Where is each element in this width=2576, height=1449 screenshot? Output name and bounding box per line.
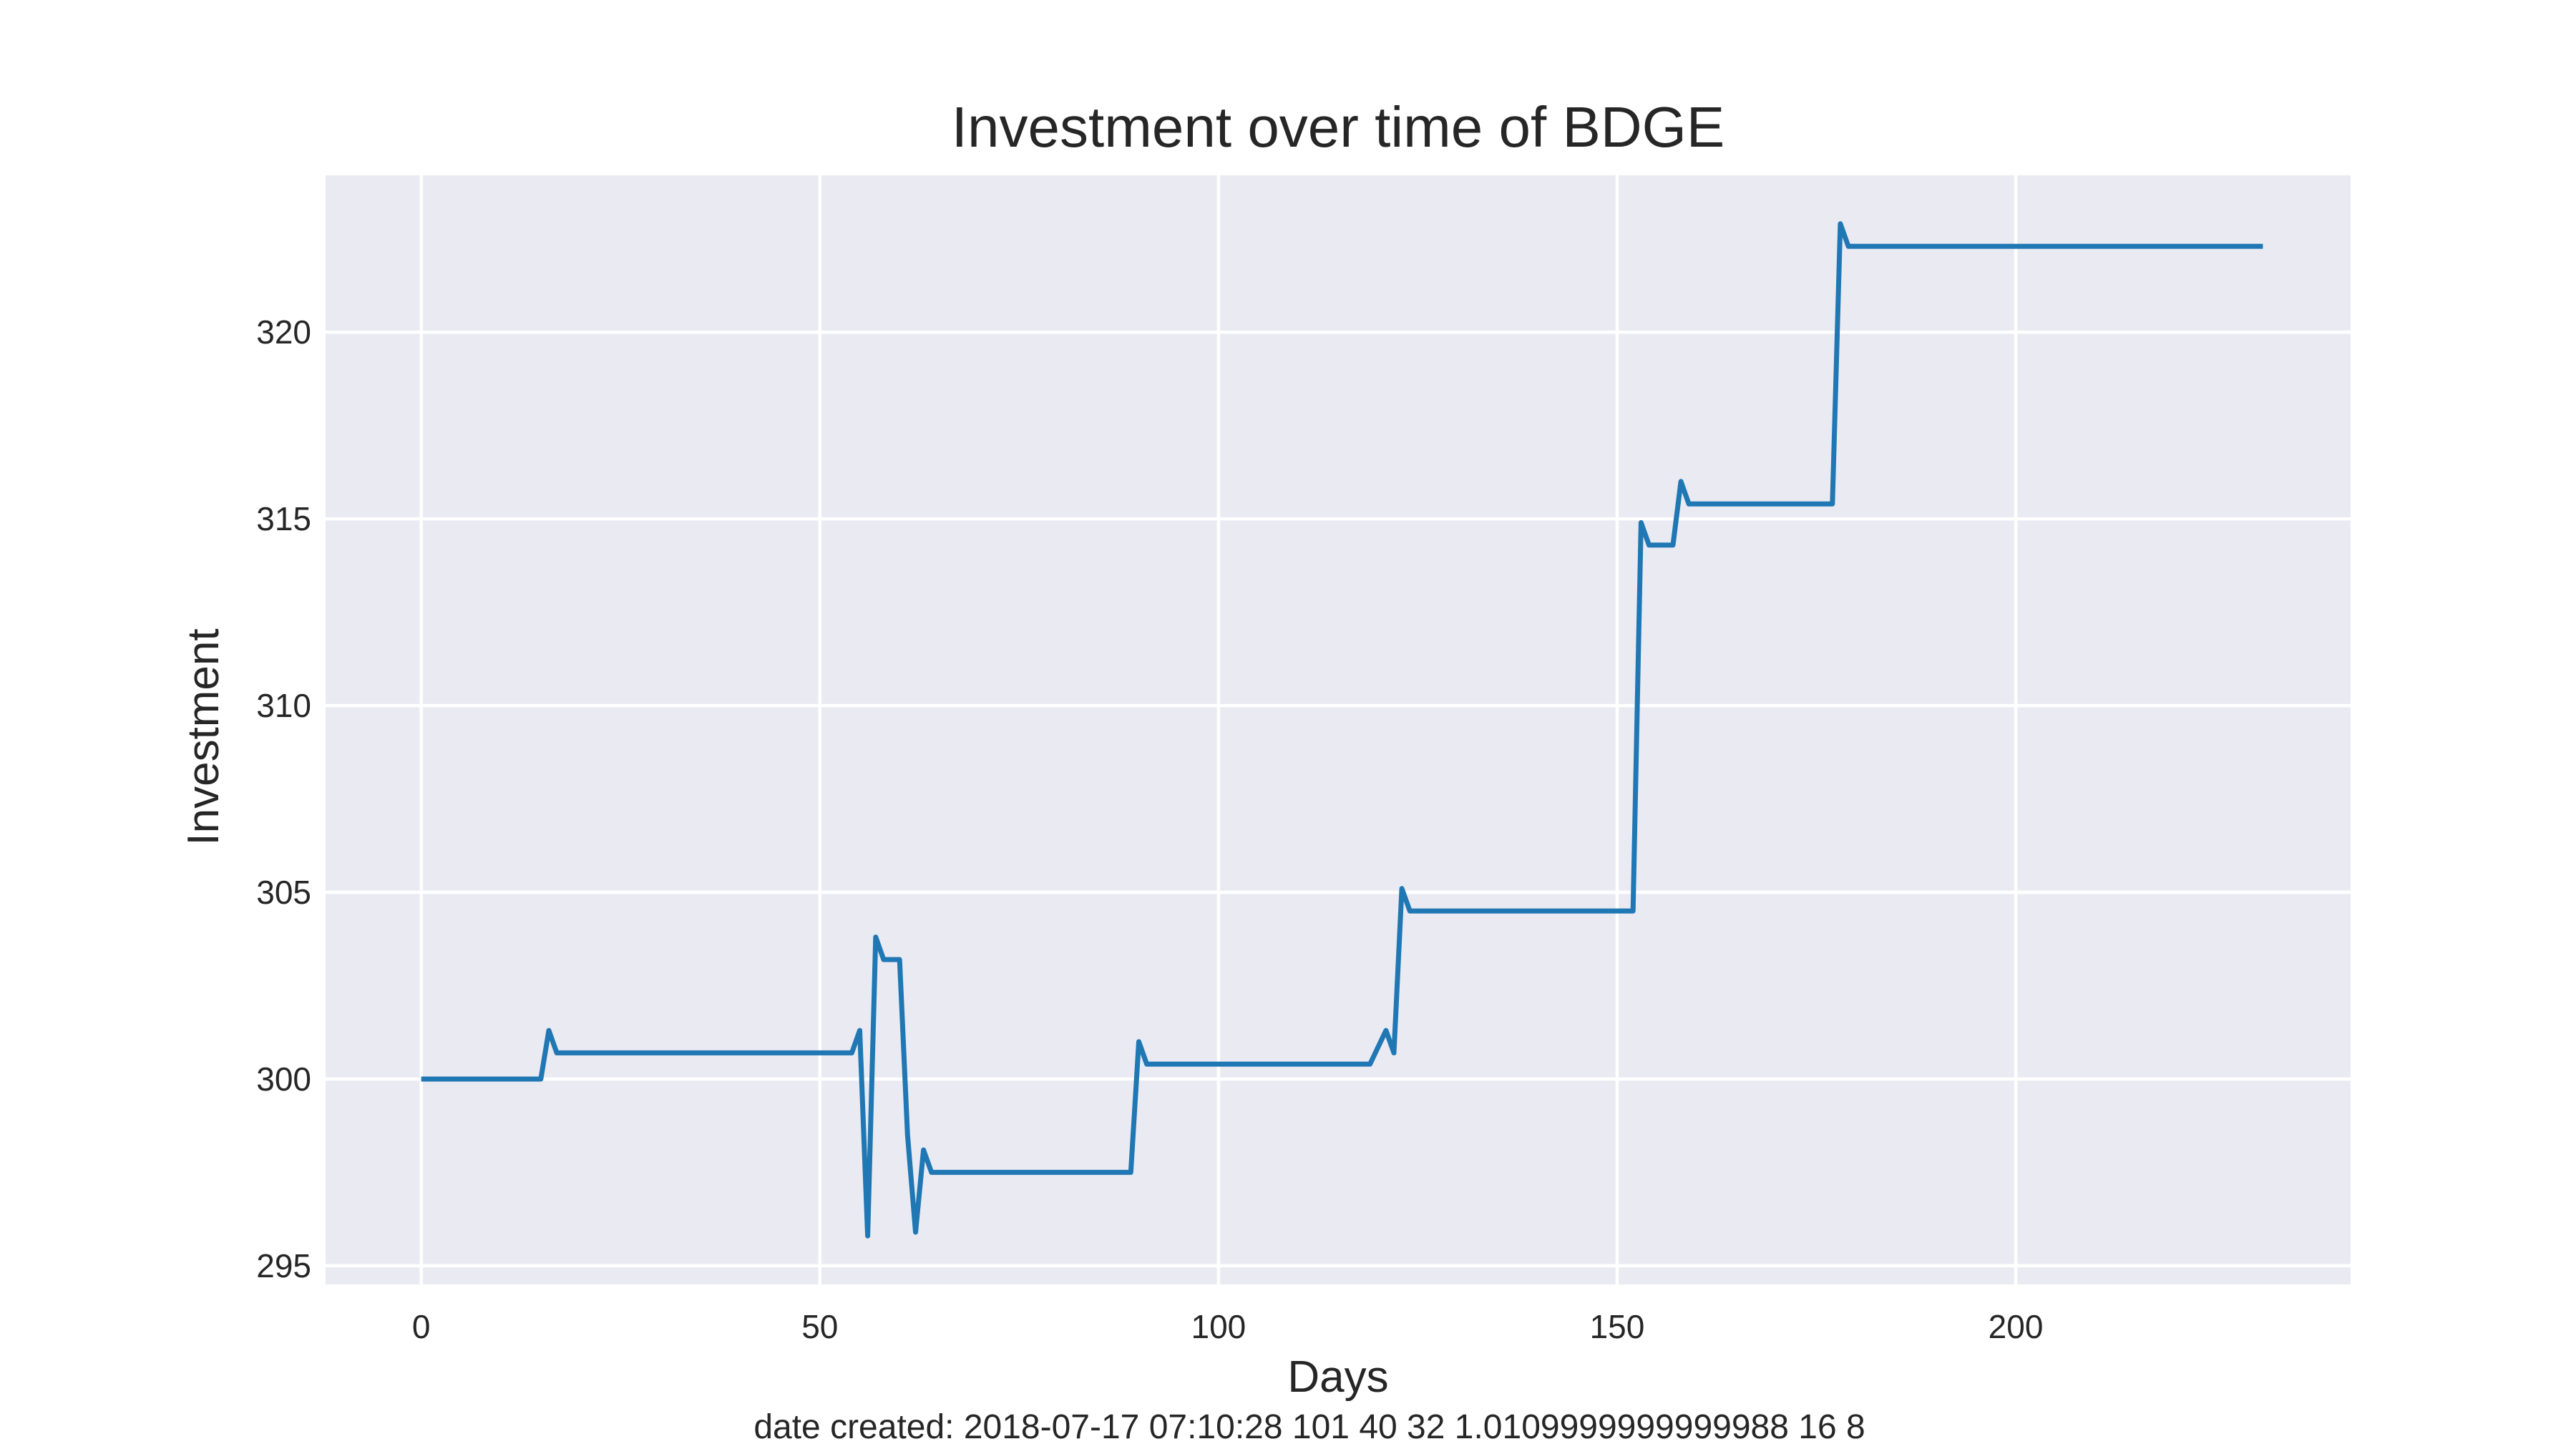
y-axis-ticks: 295 300 305 310 315 320	[256, 313, 311, 1284]
grid	[326, 175, 2351, 1284]
y-tick-label: 310	[256, 687, 311, 724]
x-tick-label: 100	[1191, 1308, 1246, 1345]
y-axis-label: Investment	[179, 628, 228, 845]
y-tick-label: 295	[256, 1247, 311, 1284]
x-axis-label: Days	[1287, 1352, 1388, 1402]
x-axis-ticks: 0 50 100 150 200	[412, 1308, 2044, 1345]
plot-area	[326, 175, 2351, 1284]
x-tick-label: 200	[1989, 1308, 2044, 1345]
x-tick-label: 150	[1590, 1308, 1645, 1345]
y-tick-label: 320	[256, 313, 311, 351]
y-tick-label: 305	[256, 874, 311, 911]
investment-series-line	[421, 221, 2263, 1239]
x-tick-label: 0	[412, 1308, 431, 1345]
y-tick-label: 315	[256, 500, 311, 537]
chart-title: Investment over time of BDGE	[952, 95, 1724, 159]
date-created-footnote: date created: 2018-07-17 07:10:28 101 40…	[753, 1408, 1865, 1446]
y-tick-label: 300	[256, 1060, 311, 1098]
x-tick-label: 50	[801, 1308, 838, 1345]
